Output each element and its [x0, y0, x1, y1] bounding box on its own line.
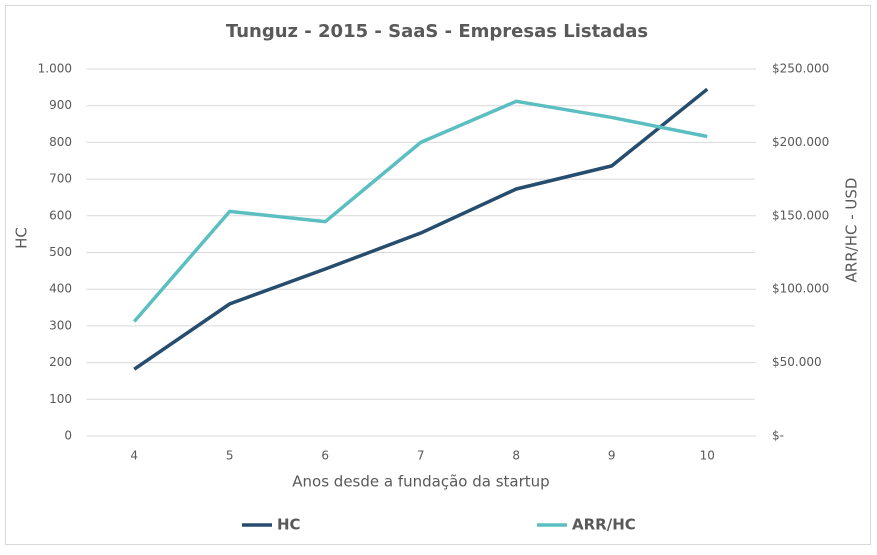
y-tick-label: 100	[49, 392, 72, 406]
x-tick-label: 8	[512, 449, 520, 463]
y-tick-label: 200	[49, 355, 72, 369]
y-tick-label: 300	[49, 318, 72, 332]
y2-tick-label: $50.000	[772, 355, 822, 369]
y-tick-label: 700	[49, 172, 72, 186]
y-tick-label: 500	[49, 245, 72, 259]
series-line	[133, 87, 709, 371]
chart-title: Tunguz - 2015 - SaaS - Empresas Listadas	[226, 21, 648, 42]
chart-border	[5, 5, 871, 545]
legend-label: HC	[277, 516, 301, 534]
x-tick-label: 7	[417, 449, 425, 463]
y-tick-label: 0	[64, 429, 72, 443]
x-tick-label: 6	[321, 449, 329, 463]
legend-label: ARR/HC	[572, 516, 636, 534]
x-tick-label: 5	[226, 449, 234, 463]
y-axis-title: HC	[13, 227, 31, 249]
y2-axis-title: ARR/HC - USD	[843, 178, 861, 283]
series-line	[132, 99, 708, 323]
y-tick-label: 400	[49, 282, 72, 296]
y-tick-label: 800	[49, 135, 72, 149]
y2-tick-label: $250.000	[772, 62, 829, 76]
x-axis-title: Anos desde a fundação da startup	[292, 473, 549, 491]
y-tick-label: 900	[49, 98, 72, 112]
y2-tick-label: $100.000	[772, 282, 829, 296]
y-tick-label: 1.000	[38, 62, 72, 76]
x-tick-label: 9	[608, 449, 616, 463]
x-tick-label: 4	[130, 449, 138, 463]
x-tick-label: 10	[700, 449, 715, 463]
y2-tick-label: $200.000	[772, 135, 829, 149]
y2-tick-label: $-	[772, 429, 784, 443]
y-tick-label: 600	[49, 208, 72, 222]
y2-tick-label: $150.000	[772, 208, 829, 222]
